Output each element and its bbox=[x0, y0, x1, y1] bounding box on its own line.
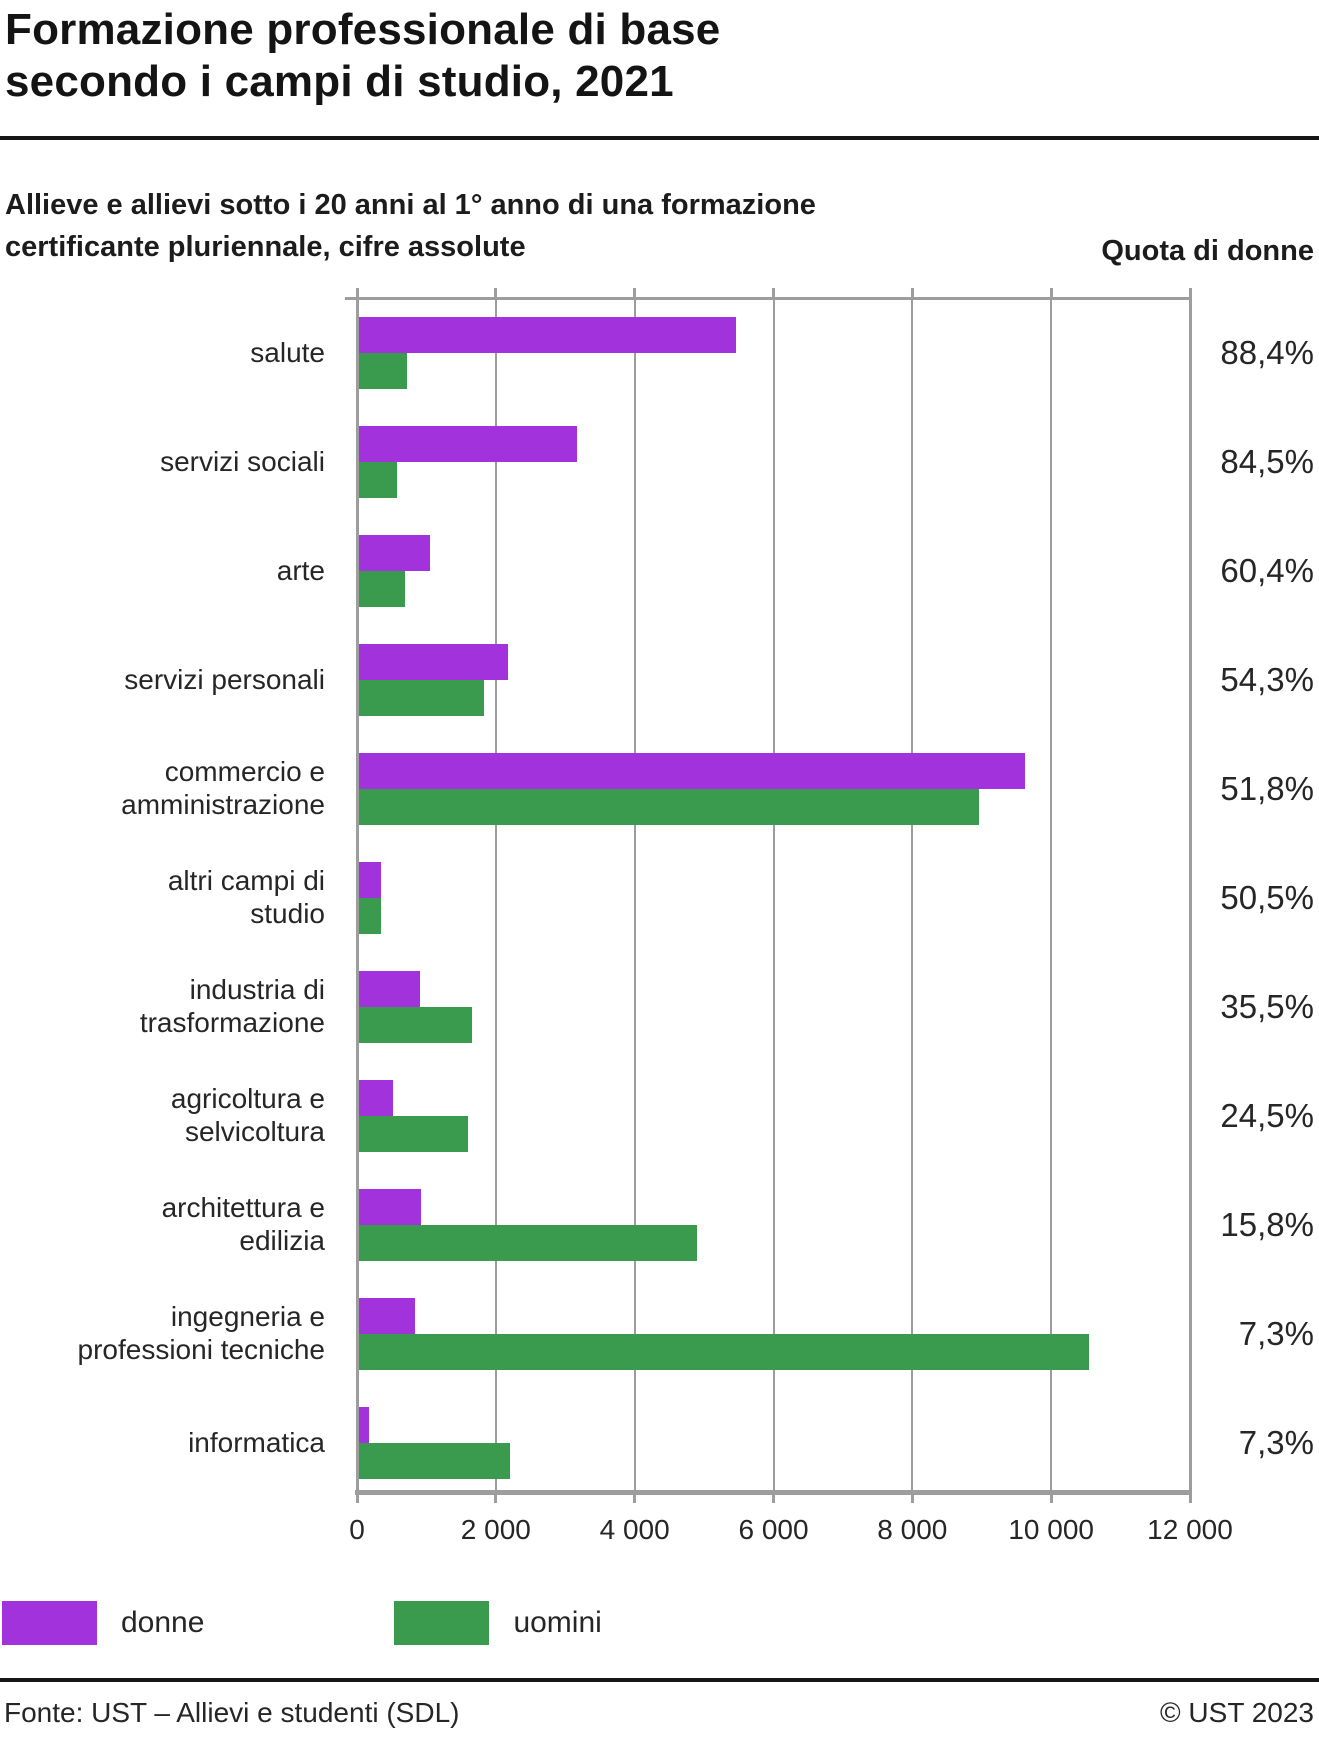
bar-uomini-informatica bbox=[358, 1443, 510, 1479]
quota-label-architettura-e-edilizia: 15,8% bbox=[1220, 1206, 1314, 1243]
bar-uomini-commercio-e-amministrazione bbox=[358, 789, 979, 825]
plot-top-border bbox=[345, 297, 1192, 300]
bar-donne-arte bbox=[358, 535, 430, 571]
gridline-0 bbox=[355, 297, 359, 1490]
x-axis-labels: 0 2 000 4 000 6 000 8 000 10 000 12 000 bbox=[0, 1514, 1319, 1556]
gridline-10000 bbox=[1050, 297, 1053, 1490]
title-line-2: secondo i campi di studio, 2021 bbox=[5, 56, 674, 106]
category-label-servizi-personali: servizi personali bbox=[124, 663, 325, 695]
title-line-1: Formazione professionale di base bbox=[5, 5, 721, 54]
legend-label-donne: donne bbox=[121, 1606, 205, 1639]
legend-label-uomini: uomini bbox=[513, 1606, 602, 1639]
category-label-altri-campi-di-studio: altri campi di studio bbox=[167, 865, 325, 929]
gridline-4000 bbox=[633, 297, 636, 1490]
bar-uomini-servizi-sociali bbox=[358, 462, 398, 498]
bar-uomini-servizi-personali bbox=[358, 680, 485, 716]
quota-label-arte: 60,4% bbox=[1220, 552, 1314, 589]
bar-uomini-agricoltura-e-selvicoltura bbox=[358, 1116, 469, 1152]
axis-tick-top bbox=[910, 288, 914, 297]
quota-label-agricoltura-e-selvicoltura: 24,5% bbox=[1220, 1097, 1314, 1134]
x-tick-label: 4 000 bbox=[599, 1514, 670, 1545]
chart-subtitle: Allieve e allievi sotto i 20 anni al 1° … bbox=[5, 184, 816, 268]
gridline-2000 bbox=[494, 297, 497, 1490]
quota-label-ingegneria-e-professioni-tecniche: 7,3% bbox=[1238, 1315, 1314, 1352]
category-label-industria-di-trasformazione: industria di trasformazione bbox=[139, 974, 325, 1038]
bar-uomini-ingegneria-e-professioni-tecniche bbox=[358, 1334, 1089, 1370]
quota-label-servizi-sociali: 84,5% bbox=[1220, 443, 1314, 480]
x-tick-label: 8 000 bbox=[877, 1514, 948, 1545]
bar-donne-salute bbox=[358, 317, 736, 353]
category-label-commercio-e-amministrazione: commercio e amministrazione bbox=[121, 756, 325, 820]
quota-label-servizi-personali: 54,3% bbox=[1220, 661, 1314, 698]
bar-uomini-altri-campi-di-studio bbox=[358, 898, 381, 934]
quota-label-commercio-e-amministrazione: 51,8% bbox=[1220, 770, 1314, 807]
bar-donne-servizi-sociali bbox=[358, 426, 578, 462]
axis-tick-top bbox=[494, 288, 498, 297]
bar-donne-industria-di-trasformazione bbox=[358, 971, 421, 1007]
x-tick-label: 10 000 bbox=[1008, 1514, 1094, 1545]
bar-uomini-salute bbox=[358, 353, 407, 389]
x-tick-label: 12 000 bbox=[1147, 1514, 1233, 1545]
x-tick-label: 0 bbox=[349, 1514, 365, 1545]
gridline-8000 bbox=[911, 297, 914, 1490]
axis-tick-top bbox=[772, 288, 775, 297]
bar-donne-agricoltura-e-selvicoltura bbox=[358, 1080, 394, 1116]
axis-tick-bottom bbox=[494, 1495, 498, 1503]
axis-tick-top bbox=[1049, 288, 1053, 297]
bar-donne-servizi-personali bbox=[358, 644, 509, 680]
x-tick-label: 2 000 bbox=[460, 1514, 531, 1545]
category-label-ingegneria-e-professioni-tecniche: ingegneria e professioni tecniche bbox=[77, 1301, 325, 1365]
category-label-servizi-sociali: servizi sociali bbox=[160, 445, 325, 477]
bar-donne-ingegneria-e-professioni-tecniche bbox=[358, 1298, 415, 1334]
axis-tick-bottom bbox=[633, 1495, 637, 1503]
category-label-salute: salute bbox=[250, 336, 325, 368]
axis-tick-bottom bbox=[772, 1495, 775, 1503]
x-tick-label: 6 000 bbox=[738, 1514, 809, 1545]
x-axis-line bbox=[355, 1490, 1192, 1495]
bar-donne-altri-campi-di-studio bbox=[358, 862, 382, 898]
category-label-arte: arte bbox=[276, 554, 325, 586]
axis-tick-bottom bbox=[355, 1495, 359, 1503]
category-label-agricoltura-e-selvicoltura: agricoltura e selvicoltura bbox=[170, 1083, 325, 1147]
legend-item-uomini: uomini bbox=[394, 1601, 602, 1645]
title-divider bbox=[0, 136, 1319, 140]
category-label-informatica: informatica bbox=[188, 1426, 325, 1458]
page-title: Formazione professionale di base secondo… bbox=[5, 4, 720, 108]
gridline-6000 bbox=[772, 297, 775, 1490]
footer: Fonte: UST – Allievi e studenti (SDL) © … bbox=[4, 1697, 1314, 1729]
bar-uomini-architettura-e-edilizia bbox=[358, 1225, 698, 1261]
quota-label-industria-di-trasformazione: 35,5% bbox=[1220, 988, 1314, 1025]
gridline-12000 bbox=[1188, 297, 1192, 1490]
source-note: Fonte: UST – Allievi e studenti (SDL) bbox=[4, 1697, 460, 1728]
axis-tick-bottom bbox=[1049, 1495, 1053, 1503]
quota-label-altri-campi-di-studio: 50,5% bbox=[1220, 879, 1314, 916]
axis-tick-top bbox=[1188, 288, 1192, 297]
subtitle-line-1: Allieve e allievi sotto i 20 anni al 1° … bbox=[5, 189, 816, 221]
chart-plot: salute 88,4% servizi sociali 84,5% arte 60,4%… bbox=[0, 288, 1319, 1503]
footer-divider bbox=[0, 1678, 1319, 1682]
copyright-note: © UST 2023 bbox=[1160, 1697, 1314, 1728]
category-label-architettura-e-edilizia: architettura e edilizia bbox=[161, 1192, 325, 1256]
axis-tick-top bbox=[633, 288, 637, 297]
quota-column-header: Quota di donne bbox=[1101, 235, 1314, 268]
subtitle-line-2: certificante pluriennale, cifre assolute bbox=[5, 231, 526, 264]
bar-donne-informatica bbox=[358, 1407, 369, 1443]
axis-tick-bottom bbox=[1188, 1495, 1192, 1503]
legend-swatch-uomini bbox=[394, 1601, 490, 1645]
bar-donne-architettura-e-edilizia bbox=[358, 1189, 421, 1225]
axis-tick-bottom bbox=[910, 1495, 914, 1503]
legend: donne uomini bbox=[2, 1601, 602, 1645]
subtitle-row: Allieve e allievi sotto i 20 anni al 1° … bbox=[5, 184, 1314, 268]
quota-label-salute: 88,4% bbox=[1220, 334, 1314, 371]
legend-item-donne: donne bbox=[2, 1601, 204, 1645]
bar-uomini-industria-di-trasformazione bbox=[358, 1007, 472, 1043]
bar-donne-commercio-e-amministrazione bbox=[358, 753, 1026, 789]
bar-uomini-arte bbox=[358, 571, 405, 607]
quota-label-informatica: 7,3% bbox=[1238, 1424, 1314, 1461]
legend-swatch-donne bbox=[2, 1601, 97, 1645]
axis-tick-top bbox=[355, 288, 359, 297]
